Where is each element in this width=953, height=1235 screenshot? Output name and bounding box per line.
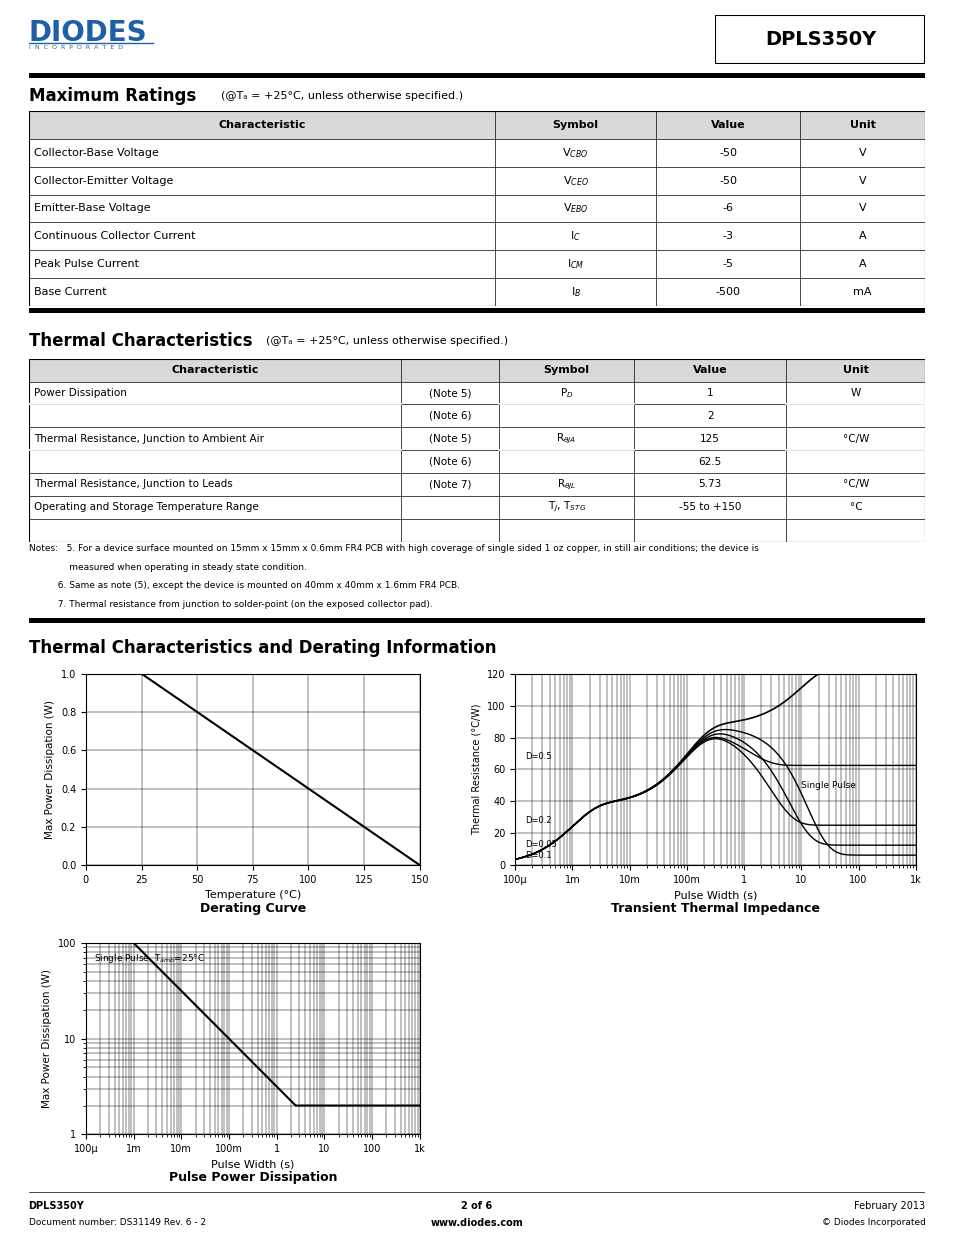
Text: Unit: Unit xyxy=(842,366,868,375)
Text: DPLS350Y: DPLS350Y xyxy=(764,30,875,49)
Bar xyxy=(29,111,924,138)
X-axis label: Pulse Width (s): Pulse Width (s) xyxy=(673,890,757,900)
Text: Collector-Emitter Voltage: Collector-Emitter Voltage xyxy=(34,175,173,185)
Text: V: V xyxy=(858,148,865,158)
Text: Single Pulse: Single Pulse xyxy=(801,781,855,790)
Text: 5.73: 5.73 xyxy=(698,479,721,489)
Text: V$_{CBO}$: V$_{CBO}$ xyxy=(562,146,588,159)
Text: (Note 5): (Note 5) xyxy=(429,433,471,443)
Text: P$_D$: P$_D$ xyxy=(559,387,573,400)
Text: Collector-Base Voltage: Collector-Base Voltage xyxy=(34,148,159,158)
Text: R$_{\theta JA}$: R$_{\theta JA}$ xyxy=(556,431,577,446)
Text: Characteristic: Characteristic xyxy=(218,120,305,130)
Text: D=0.05: D=0.05 xyxy=(525,840,557,848)
Text: measured when operating in steady state condition.: measured when operating in steady state … xyxy=(29,563,306,572)
Text: D=0.5: D=0.5 xyxy=(525,752,551,761)
Text: Continuous Collector Current: Continuous Collector Current xyxy=(34,231,195,241)
Text: February 2013: February 2013 xyxy=(853,1200,924,1212)
Text: Thermal Resistance, Junction to Leads: Thermal Resistance, Junction to Leads xyxy=(34,479,233,489)
Text: DPLS350Y: DPLS350Y xyxy=(29,1200,84,1212)
Text: www.diodes.com: www.diodes.com xyxy=(430,1218,523,1228)
Text: Emitter-Base Voltage: Emitter-Base Voltage xyxy=(34,204,151,214)
Text: Derating Curve: Derating Curve xyxy=(199,902,306,915)
Text: 125: 125 xyxy=(700,433,720,443)
Text: V: V xyxy=(858,204,865,214)
Text: Base Current: Base Current xyxy=(34,287,107,296)
Text: A: A xyxy=(858,231,865,241)
Text: Symbol: Symbol xyxy=(543,366,589,375)
Y-axis label: Max Power Dissipation (W): Max Power Dissipation (W) xyxy=(45,700,55,839)
Y-axis label: Thermal Resistance (°C/W): Thermal Resistance (°C/W) xyxy=(471,704,481,835)
Text: I$_{CM}$: I$_{CM}$ xyxy=(566,257,583,270)
Text: (Note 5): (Note 5) xyxy=(429,388,471,398)
Text: Symbol: Symbol xyxy=(552,120,598,130)
Text: (Note 6): (Note 6) xyxy=(429,457,471,467)
Text: Operating and Storage Temperature Range: Operating and Storage Temperature Range xyxy=(34,503,258,513)
Text: mA: mA xyxy=(853,287,871,296)
Bar xyxy=(29,73,924,78)
Text: V: V xyxy=(858,175,865,185)
Text: °C/W: °C/W xyxy=(841,479,868,489)
Text: 62.5: 62.5 xyxy=(698,457,721,467)
Text: 2: 2 xyxy=(706,411,713,421)
Text: I$_B$: I$_B$ xyxy=(570,285,580,299)
Text: (Note 6): (Note 6) xyxy=(429,411,471,421)
Text: -5: -5 xyxy=(721,259,733,269)
Bar xyxy=(29,309,924,312)
Text: Value: Value xyxy=(710,120,744,130)
Text: Power Dissipation: Power Dissipation xyxy=(34,388,127,398)
X-axis label: Pulse Width (s): Pulse Width (s) xyxy=(211,1160,294,1170)
Text: Document number: DS31149 Rev. 6 - 2: Document number: DS31149 Rev. 6 - 2 xyxy=(29,1218,206,1226)
Text: 2 of 6: 2 of 6 xyxy=(461,1200,492,1212)
Text: V$_{CEO}$: V$_{CEO}$ xyxy=(562,174,588,188)
Text: -6: -6 xyxy=(721,204,733,214)
Text: 7. Thermal resistance from junction to solder-point (on the exposed collector pa: 7. Thermal resistance from junction to s… xyxy=(29,600,432,609)
Text: R$_{\theta JL}$: R$_{\theta JL}$ xyxy=(557,477,576,492)
Text: °C/W: °C/W xyxy=(841,433,868,443)
Text: Maximum Ratings: Maximum Ratings xyxy=(29,86,195,105)
Text: D=0.1: D=0.1 xyxy=(525,851,551,860)
Bar xyxy=(29,359,924,382)
Text: 6. Same as note (5), except the device is mounted on 40mm x 40mm x 1.6mm FR4 PCB: 6. Same as note (5), except the device i… xyxy=(29,582,459,590)
Text: (@Tₐ = +25°C, unless otherwise specified.): (@Tₐ = +25°C, unless otherwise specified… xyxy=(221,90,463,101)
Text: D=0.2: D=0.2 xyxy=(525,816,551,825)
Text: DIODES: DIODES xyxy=(29,20,147,47)
X-axis label: Temperature (°C): Temperature (°C) xyxy=(205,890,300,900)
Text: -50: -50 xyxy=(719,148,737,158)
Bar xyxy=(29,619,924,622)
Text: Value: Value xyxy=(692,366,727,375)
Text: Thermal Resistance, Junction to Ambient Air: Thermal Resistance, Junction to Ambient … xyxy=(34,433,264,443)
Text: Transient Thermal Impedance: Transient Thermal Impedance xyxy=(610,902,820,915)
Text: I  N  C  O  R  P  O  R  A  T  E  D: I N C O R P O R A T E D xyxy=(29,46,123,51)
Text: -55 to +150: -55 to +150 xyxy=(679,503,740,513)
Text: (@Tₐ = +25°C, unless otherwise specified.): (@Tₐ = +25°C, unless otherwise specified… xyxy=(266,336,508,346)
Text: -3: -3 xyxy=(721,231,733,241)
Text: -50: -50 xyxy=(719,175,737,185)
Text: I$_C$: I$_C$ xyxy=(570,230,580,243)
Text: Thermal Characteristics: Thermal Characteristics xyxy=(29,332,252,350)
Y-axis label: Max Power Dissipation (W): Max Power Dissipation (W) xyxy=(42,969,52,1108)
Text: Characteristic: Characteristic xyxy=(171,366,258,375)
Text: Notes:   5. For a device surface mounted on 15mm x 15mm x 0.6mm FR4 PCB with hig: Notes: 5. For a device surface mounted o… xyxy=(29,543,758,553)
Text: V$_{EBO}$: V$_{EBO}$ xyxy=(562,201,588,215)
Text: Peak Pulse Current: Peak Pulse Current xyxy=(34,259,139,269)
Text: W: W xyxy=(850,388,861,398)
Text: (Note 7): (Note 7) xyxy=(429,479,471,489)
Text: °C: °C xyxy=(849,503,862,513)
Text: T$_J$, T$_{STG}$: T$_J$, T$_{STG}$ xyxy=(547,500,585,515)
Text: A: A xyxy=(858,259,865,269)
Text: -500: -500 xyxy=(715,287,740,296)
Text: Pulse Power Dissipation: Pulse Power Dissipation xyxy=(169,1171,336,1184)
Text: Unit: Unit xyxy=(849,120,875,130)
Text: Single Pulse, T$_{amb}$=25°C: Single Pulse, T$_{amb}$=25°C xyxy=(94,952,205,965)
Text: 1: 1 xyxy=(706,388,713,398)
Text: © Diodes Incorporated: © Diodes Incorporated xyxy=(821,1218,924,1226)
Text: Thermal Characteristics and Derating Information: Thermal Characteristics and Derating Inf… xyxy=(29,638,496,657)
